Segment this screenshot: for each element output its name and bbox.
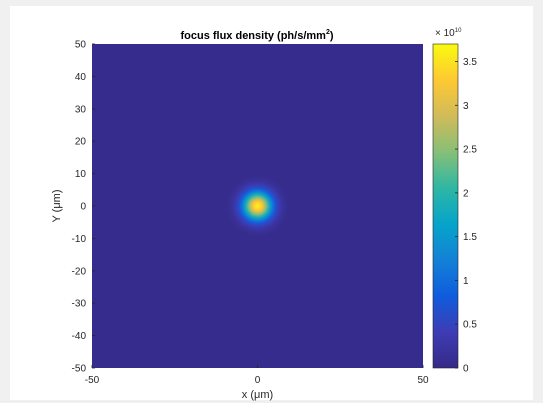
- y-tick-label: -40: [72, 331, 87, 342]
- colorbar-scale: [432, 43, 459, 369]
- colorbar-tick-label: 1.5: [463, 232, 477, 243]
- y-tick-label: 40: [75, 72, 87, 83]
- y-tick-label: -10: [72, 234, 87, 245]
- colorbar-ticks: 3.5 3 2.5 2 1.5 1 0.5 0: [455, 57, 477, 375]
- x-tick-label: 50: [417, 375, 429, 386]
- y-tick-label: 0: [80, 202, 86, 213]
- y-tick-label: -20: [72, 266, 87, 277]
- chart-title-superscript: 2: [326, 29, 330, 36]
- colorbar-tick-label: 3: [463, 101, 469, 112]
- colorbar-tick-label: 2.5: [463, 145, 477, 156]
- x-axis-label: x (μm): [242, 389, 273, 401]
- y-tick-label: -30: [72, 299, 87, 310]
- chart-title: focus flux density (ph/s/mm2): [180, 29, 333, 42]
- y-tick-label: 50: [75, 40, 87, 51]
- y-tick-label: 20: [75, 137, 87, 148]
- x-axis-ticks: -50 0 50: [85, 365, 429, 386]
- y-axis-ticks: 50 40 30 20 10 0 -10 -20 -30 -40 -50: [72, 40, 95, 375]
- colorbar-tick-label: 1: [463, 276, 469, 287]
- plot-area: [92, 44, 423, 368]
- y-tick-label: -50: [72, 364, 87, 375]
- colorbar-tick-label: 3.5: [463, 57, 477, 68]
- y-tick-label: 30: [75, 104, 87, 115]
- x-tick-label: -50: [85, 375, 100, 386]
- colorbar: 3.5 3 2.5 2 1.5 1 0.5 0 × 1010: [432, 28, 477, 375]
- chart-title-suffix: ): [330, 30, 334, 42]
- chart-title-main: focus flux density (ph/s/mm: [180, 30, 326, 42]
- heatmap-spot: [225, 174, 290, 238]
- colorbar-multiplier-base: × 10: [435, 28, 455, 39]
- colorbar-tick-label: 2: [463, 188, 469, 199]
- x-tick-label: 0: [255, 375, 261, 386]
- colorbar-multiplier: × 1010: [435, 28, 462, 39]
- y-tick-label: 10: [75, 169, 87, 180]
- colorbar-multiplier-exponent: 10: [455, 28, 462, 34]
- colorbar-tick-label: 0.5: [463, 320, 477, 331]
- y-axis-label: Y (μm): [51, 189, 63, 222]
- colorbar-tick-label: 0: [463, 364, 469, 375]
